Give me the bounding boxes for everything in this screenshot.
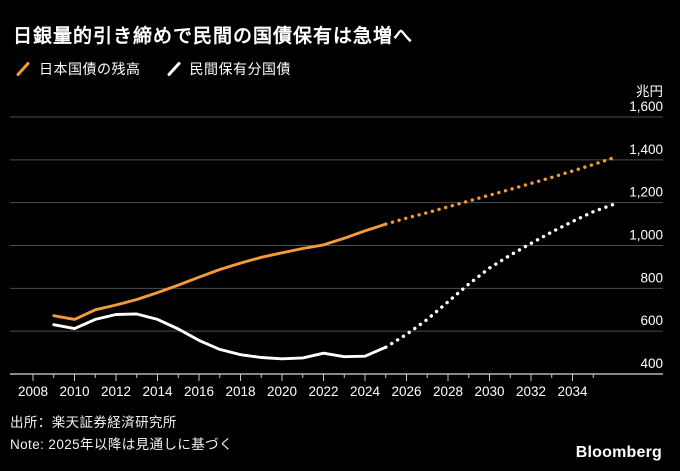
y-tick-label: 1,600 <box>629 99 663 114</box>
x-tick-label: 2034 <box>557 384 588 399</box>
x-tick-label: 2012 <box>101 384 131 399</box>
series-line-solid <box>52 312 388 361</box>
series-line-solid <box>52 222 388 321</box>
x-tick-label: 2032 <box>516 384 546 399</box>
y-tick-label: 1,400 <box>629 142 663 157</box>
series-line-dotted-forecast <box>384 155 616 226</box>
x-tick-label: 2008 <box>18 384 48 399</box>
chart-title: 日銀量的引き締めで民間の国債保有は急増へ <box>13 26 414 47</box>
legend: 日本国債の残高 民間保有分国債 <box>16 59 291 79</box>
y-tick-label: 1,000 <box>629 228 663 243</box>
legend-label: 民間保有分国債 <box>189 61 291 77</box>
x-tick-label: 2016 <box>184 384 214 399</box>
bloomberg-logo: Bloomberg <box>575 444 662 461</box>
x-tick-label: 2010 <box>59 384 89 399</box>
x-tick-label: 2020 <box>267 384 297 399</box>
x-tick-label: 2028 <box>433 384 463 399</box>
legend-label: 日本国債の残高 <box>39 61 141 77</box>
legend-item-private-holdings: 民間保有分国債 <box>167 59 292 79</box>
series-line-dotted-forecast <box>384 202 616 349</box>
x-tick-label: 2014 <box>142 384 173 399</box>
slash-icon <box>16 62 30 76</box>
x-tick-label: 2022 <box>308 384 338 399</box>
x-tick-label: 2024 <box>350 384 381 399</box>
x-tick-label: 2030 <box>474 384 504 399</box>
x-tick-label: 2018 <box>225 384 255 399</box>
x-tick-label: 2026 <box>391 384 421 399</box>
y-tick-label: 600 <box>640 313 663 328</box>
y-tick-label: 1,200 <box>629 185 663 200</box>
y-axis-unit-label: 兆円 <box>636 84 663 99</box>
slash-icon <box>167 62 180 76</box>
legend-item-jgb-outstanding: 日本国債の残高 <box>16 59 141 79</box>
note-text: Note: 2025年以降は見通しに基づく <box>10 437 233 452</box>
y-tick-label: 400 <box>640 356 663 371</box>
source-text: 出所：楽天証券経済研究所 <box>10 415 177 430</box>
chart-footer: 出所：楽天証券経済研究所 Note: 2025年以降は見通しに基づく <box>10 412 233 456</box>
y-tick-label: 800 <box>640 270 663 285</box>
